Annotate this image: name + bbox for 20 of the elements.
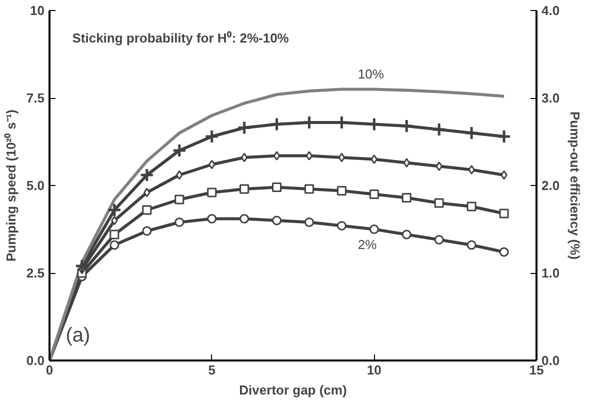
y-tick-label: 5.0 xyxy=(26,178,45,193)
x-tick-label: 10 xyxy=(366,362,382,378)
y2-tick-label: 4.0 xyxy=(542,3,560,18)
annotation: 10% xyxy=(358,66,384,82)
y-tick-label: 10 xyxy=(30,3,45,18)
x-tick-label: 5 xyxy=(208,362,216,378)
y-tick-label: 7.5 xyxy=(26,90,45,106)
y2-tick-label: 0.0 xyxy=(542,353,560,368)
y2-axis-title: Pump-out efficiency (%) xyxy=(568,111,583,260)
x-axis-title: Divertor gap (cm) xyxy=(239,382,347,398)
x-tick-label: 0 xyxy=(46,362,54,378)
text: Sticking probability for H⁰: 2%-10% xyxy=(72,30,290,46)
annotation: 2% xyxy=(358,236,378,252)
y-tick-label: 2.5 xyxy=(26,266,45,280)
y-axis-title: Pumping speed (10²⁰ s⁻¹) xyxy=(3,109,18,262)
annotation: (a) xyxy=(66,324,90,346)
y-tick-label: 0.0 xyxy=(26,353,45,368)
y2-tick-label: 3.0 xyxy=(542,90,560,106)
y2-tick-label: 1.0 xyxy=(542,266,560,280)
y2-tick-label: 2.0 xyxy=(542,178,560,193)
